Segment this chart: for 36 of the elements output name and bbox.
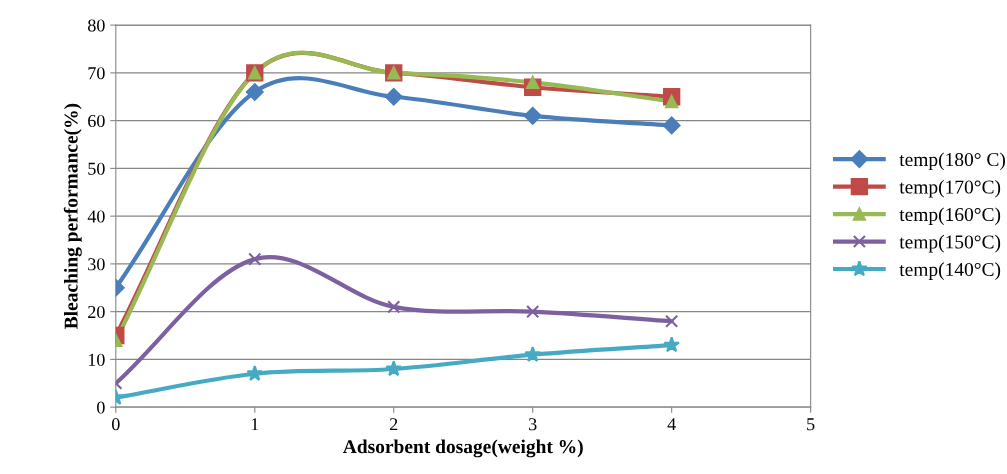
point xyxy=(665,94,679,109)
y-axis-title: Bleaching performance(%) xyxy=(63,103,82,329)
point xyxy=(524,345,542,362)
point xyxy=(662,116,681,135)
point xyxy=(384,87,403,106)
y-tick-label: 10 xyxy=(88,353,105,366)
point xyxy=(665,314,679,328)
y-tick-label: 60 xyxy=(88,114,105,128)
x-tick-label: 2 xyxy=(390,418,398,431)
legend-label: temp(170°C) xyxy=(899,179,1001,198)
point xyxy=(387,300,401,314)
point xyxy=(526,75,540,90)
legend-label: temp(180° C) xyxy=(899,152,1005,171)
x-tick-label: 4 xyxy=(667,418,676,431)
point xyxy=(526,305,540,319)
y-tick-label: 40 xyxy=(87,210,105,223)
y-tick-label: 0 xyxy=(97,401,105,414)
point xyxy=(245,83,264,101)
x-tick-label: 3 xyxy=(529,418,537,431)
point xyxy=(246,365,264,381)
point xyxy=(385,360,403,377)
legend-label: temp(140°C) xyxy=(899,262,1001,280)
y-tick-label: 50 xyxy=(88,162,105,175)
x-axis-title: Adsorbent dosage(weight %) xyxy=(342,439,583,458)
point xyxy=(663,336,680,353)
x-tick-label: 0 xyxy=(111,418,120,431)
point xyxy=(248,252,262,266)
y-tick-label: 30 xyxy=(88,258,105,271)
x-tick-label: 1 xyxy=(251,418,259,431)
y-tick-label: 70 xyxy=(88,67,105,80)
y-tick-label: 80 xyxy=(88,19,105,32)
x-tick-label: 5 xyxy=(807,418,815,431)
legend-label: temp(150°C) xyxy=(899,234,1001,253)
legend-label: temp(160°C) xyxy=(899,207,1001,226)
y-tick-label: 20 xyxy=(88,305,105,319)
point xyxy=(523,106,542,125)
